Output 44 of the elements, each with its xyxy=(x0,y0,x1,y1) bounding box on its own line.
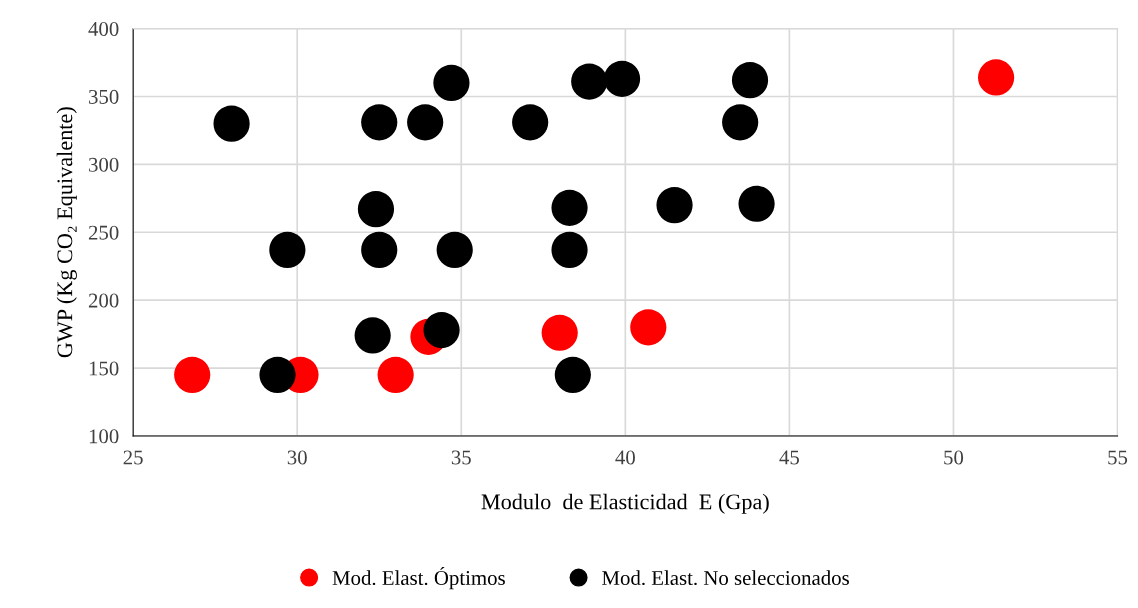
point xyxy=(436,231,473,269)
y-tick-label: 350 xyxy=(89,89,119,104)
point xyxy=(361,104,398,141)
point xyxy=(259,356,296,393)
x-axis-title: Modulo de Elasticidad E (Gpa) xyxy=(481,493,769,514)
point xyxy=(731,62,769,99)
x-tick-label: 50 xyxy=(944,450,964,465)
y-tick-label: 300 xyxy=(89,157,119,172)
legend-label: Mod. Elast. Óptimos xyxy=(332,566,505,590)
point xyxy=(357,191,395,228)
point xyxy=(541,314,578,351)
point xyxy=(213,105,250,142)
x-tick-label: 30 xyxy=(287,450,307,465)
y-tick-label: 100 xyxy=(89,429,119,444)
point xyxy=(571,63,608,100)
y-axis-title: GWP (Kg CO₂ Equivalente) xyxy=(56,107,77,358)
x-tick-label: 45 xyxy=(779,450,799,465)
point xyxy=(978,59,1015,96)
point xyxy=(174,356,211,393)
point xyxy=(354,317,391,354)
legend-label: Mod. Elast. No seleccionados xyxy=(602,570,849,586)
x-tick-label: 40 xyxy=(615,450,635,465)
point xyxy=(423,311,460,349)
x-tick-label: 25 xyxy=(123,450,143,465)
x-tick-label: 35 xyxy=(451,450,471,465)
point xyxy=(512,104,549,141)
point xyxy=(722,104,759,141)
y-tick-label: 200 xyxy=(88,293,119,308)
point xyxy=(656,186,693,224)
point xyxy=(377,356,414,393)
x-tick-label: 55 xyxy=(1108,450,1128,465)
point xyxy=(738,185,775,222)
y-tick-label: 150 xyxy=(89,361,119,376)
point xyxy=(603,60,641,97)
point xyxy=(361,231,398,269)
point xyxy=(269,231,306,269)
point xyxy=(433,64,470,101)
point xyxy=(407,104,444,141)
point xyxy=(551,189,588,226)
point xyxy=(630,309,667,346)
y-tick-label: 400 xyxy=(88,21,119,37)
point xyxy=(551,231,588,269)
point xyxy=(554,356,591,393)
y-tick-label: 250 xyxy=(88,225,119,240)
